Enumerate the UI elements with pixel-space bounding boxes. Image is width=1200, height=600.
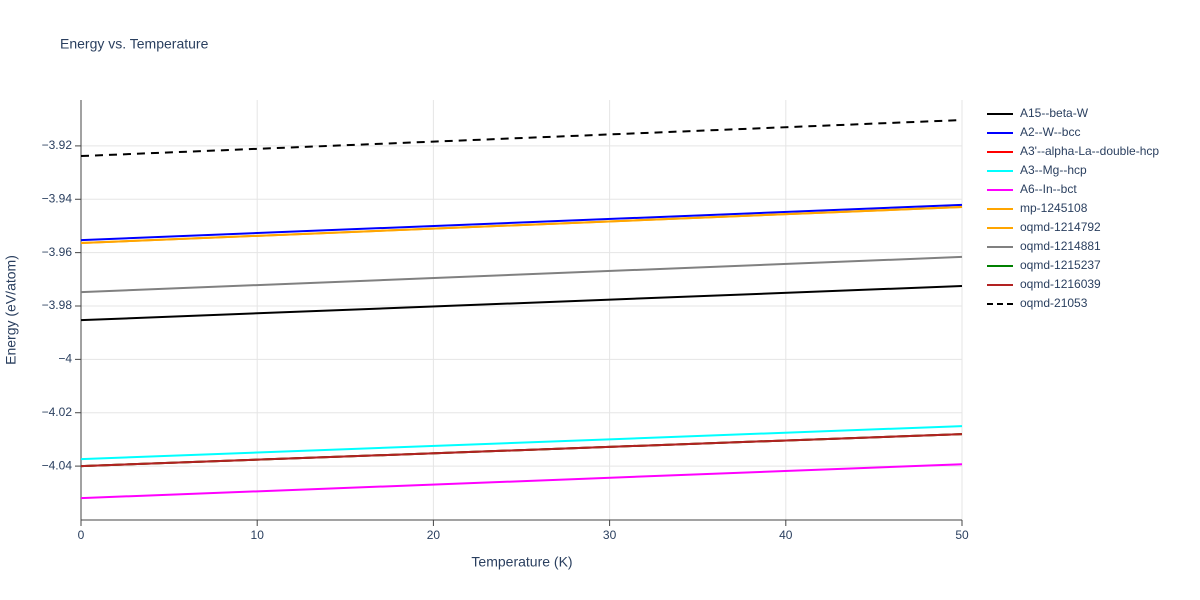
series-line (80, 119, 963, 158)
legend-label: oqmd-21053 (1020, 296, 1088, 310)
y-axis-title: Energy (eV/atom) (3, 255, 19, 365)
x-tick-label: 40 (779, 528, 793, 542)
series-line (80, 463, 963, 500)
legend-label: oqmd-1214792 (1020, 220, 1101, 234)
legend-label: oqmd-1215237 (1020, 258, 1101, 272)
x-tick-label: 0 (78, 528, 85, 542)
legend-label: oqmd-1216039 (1020, 277, 1101, 291)
series-line (80, 206, 963, 245)
legend-label: A6--In--bct (1020, 182, 1077, 196)
y-tick-label: −4 (58, 352, 72, 366)
series-line (80, 425, 963, 461)
legend-label: A2--W--bcc (1020, 125, 1080, 139)
series-line (80, 433, 963, 468)
y-tick-label: −4.04 (42, 458, 73, 472)
x-tick-label: 50 (955, 528, 969, 542)
legend-label: oqmd-1214881 (1020, 239, 1101, 253)
legend-label: A15--beta-W (1020, 106, 1089, 120)
x-tick-label: 20 (427, 528, 441, 542)
x-tick-label: 30 (603, 528, 617, 542)
legend-label: A3'--alpha-La--double-hcp (1020, 144, 1159, 158)
y-tick-label: −3.92 (42, 138, 73, 152)
x-tick-label: 10 (251, 528, 265, 542)
y-tick-label: −3.94 (42, 191, 73, 205)
y-tick-label: −3.96 (42, 245, 73, 259)
series-line (80, 284, 963, 322)
y-tick-label: −4.02 (42, 405, 73, 419)
legend-label: A3--Mg--hcp (1020, 163, 1087, 177)
legend-label: mp-1245108 (1020, 201, 1088, 215)
series-line (80, 255, 963, 294)
y-tick-label: −3.98 (42, 298, 73, 312)
series-line (80, 203, 963, 242)
x-axis-title: Temperature (K) (471, 554, 572, 570)
chart-title: Energy vs. Temperature (60, 36, 209, 52)
